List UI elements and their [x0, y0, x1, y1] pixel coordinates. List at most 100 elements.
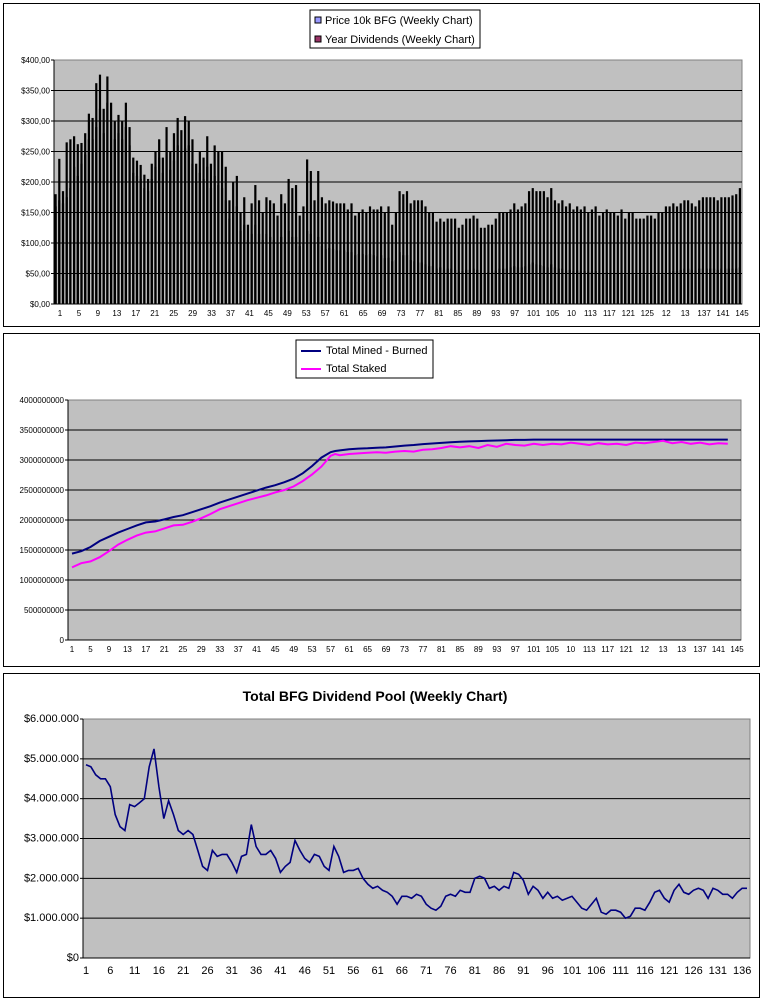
dividend-bar [324, 249, 327, 304]
chart2-x-tick-label: 53 [308, 645, 317, 654]
chart1-x-tick-label: 141 [716, 309, 730, 318]
chart3-y-tick-label: $4.000.000 [24, 793, 79, 805]
chart2-x-tick-label: 105 [546, 645, 560, 654]
chart2-y-tick-label: 3000000000 [20, 456, 65, 465]
price-bar [424, 206, 427, 304]
dividend-bar [213, 175, 216, 304]
dividend-bar [465, 269, 468, 304]
dividend-bar [195, 182, 198, 304]
dividend-bar [694, 270, 697, 304]
price-bar [557, 203, 560, 304]
chart3-x-tick-label: 16 [153, 965, 165, 977]
dividend-bar [698, 268, 701, 304]
dividend-bar [683, 268, 686, 304]
chart2-x-tick-label: 97 [511, 645, 520, 654]
dividend-bar [280, 236, 283, 304]
dividend-bar [402, 255, 405, 304]
chart2-x-tick-label: 117 [601, 645, 614, 654]
mined-burned-line [71, 438, 728, 555]
dividend-bar [306, 230, 309, 304]
dividend-bar [735, 268, 738, 304]
chart2-x-tick-label: 121 [619, 645, 633, 654]
price-bar [594, 206, 597, 304]
chart2-x-tick-label: 45 [271, 645, 280, 654]
dividend-bar [320, 246, 324, 304]
chart1-legend-swatch-dividends [314, 35, 322, 43]
chart1-x-tick-label: 33 [207, 309, 216, 318]
price-bar [524, 203, 527, 304]
chart1-x-tick-label: 113 [584, 309, 597, 318]
price-bar [453, 218, 457, 304]
dividend-bar [568, 269, 571, 304]
chart1-x-tick-label: 13 [112, 309, 121, 318]
dividend-bar [661, 274, 664, 304]
staked-line [71, 439, 728, 569]
price-bar [527, 191, 531, 304]
price-bar [579, 209, 582, 304]
dividend-bar [424, 264, 427, 304]
chart1-x-tick-label: 77 [415, 309, 424, 318]
dividend-bar [361, 253, 364, 304]
dividend-bar [468, 269, 471, 304]
price-bar [716, 200, 719, 304]
dividend-bar [261, 239, 264, 304]
dividend-bar [601, 272, 605, 304]
dividend-bar [461, 271, 464, 304]
chart3-x-tick-label: 116 [636, 965, 654, 977]
chart1-x-tick-label: 49 [283, 309, 292, 318]
price-bar [483, 227, 486, 304]
dividend-bar [76, 175, 79, 304]
chart1-x-tick-label: 73 [397, 309, 406, 318]
dividend-bar [413, 261, 416, 304]
dividend-bar [257, 233, 261, 304]
chart3-x-tick-label: 121 [660, 965, 678, 977]
price-bar [598, 215, 601, 304]
price-bar [587, 212, 590, 304]
dividend-bar [613, 273, 616, 304]
dividend-bar [546, 267, 549, 304]
price-bar [457, 227, 460, 304]
price-bar [472, 215, 475, 304]
price-bar [428, 212, 431, 304]
price-bar [694, 206, 697, 304]
chart2-x-tick-label: 17 [141, 645, 150, 654]
chart1-x-tick-label: 1 [58, 309, 63, 318]
dividend-bar [509, 267, 512, 304]
price-bar [690, 203, 693, 304]
dividend-bar [527, 264, 531, 304]
chart1-x-tick-label: 45 [264, 309, 273, 318]
dividend-bar [505, 268, 508, 304]
chart3-x-tick-label: 71 [420, 965, 432, 977]
dividend-bar [446, 268, 449, 304]
dividend-bar [428, 266, 431, 304]
dividend-bar [687, 268, 690, 304]
price-bar [539, 191, 542, 304]
chart1-x-tick-label: 137 [697, 309, 711, 318]
price-bar [413, 200, 416, 304]
chart2-x-tick-label: 10 [566, 645, 575, 654]
dividend-bar [627, 273, 631, 304]
dividend-bar [250, 233, 253, 304]
price-bar [439, 218, 442, 304]
dividend-bar [542, 266, 545, 304]
price-bar [727, 197, 730, 304]
chart2-x-tick-label: 49 [289, 645, 298, 654]
price-bar [553, 200, 557, 304]
dividend-bar [80, 163, 83, 304]
chart1-y-tick-label: $300,00 [21, 117, 50, 126]
chart1-x-tick-label: 97 [510, 309, 519, 318]
dividend-pool-svg: Total BFG Dividend Pool (Weekly Chart) $0… [24, 688, 751, 977]
dividend-bar [724, 268, 727, 304]
dividend-bar [605, 272, 608, 304]
dividend-bar [172, 160, 176, 304]
price-bar [561, 200, 564, 304]
price-bar [535, 191, 538, 304]
price-bar [502, 212, 505, 304]
dividend-bar [646, 274, 649, 304]
dividend-bar [269, 236, 272, 304]
price-bar [638, 218, 642, 304]
dividend-bar [102, 133, 105, 304]
dividend-bar [350, 252, 353, 304]
dividend-bar [705, 268, 708, 304]
chart1-x-tick-label: 37 [226, 309, 235, 318]
